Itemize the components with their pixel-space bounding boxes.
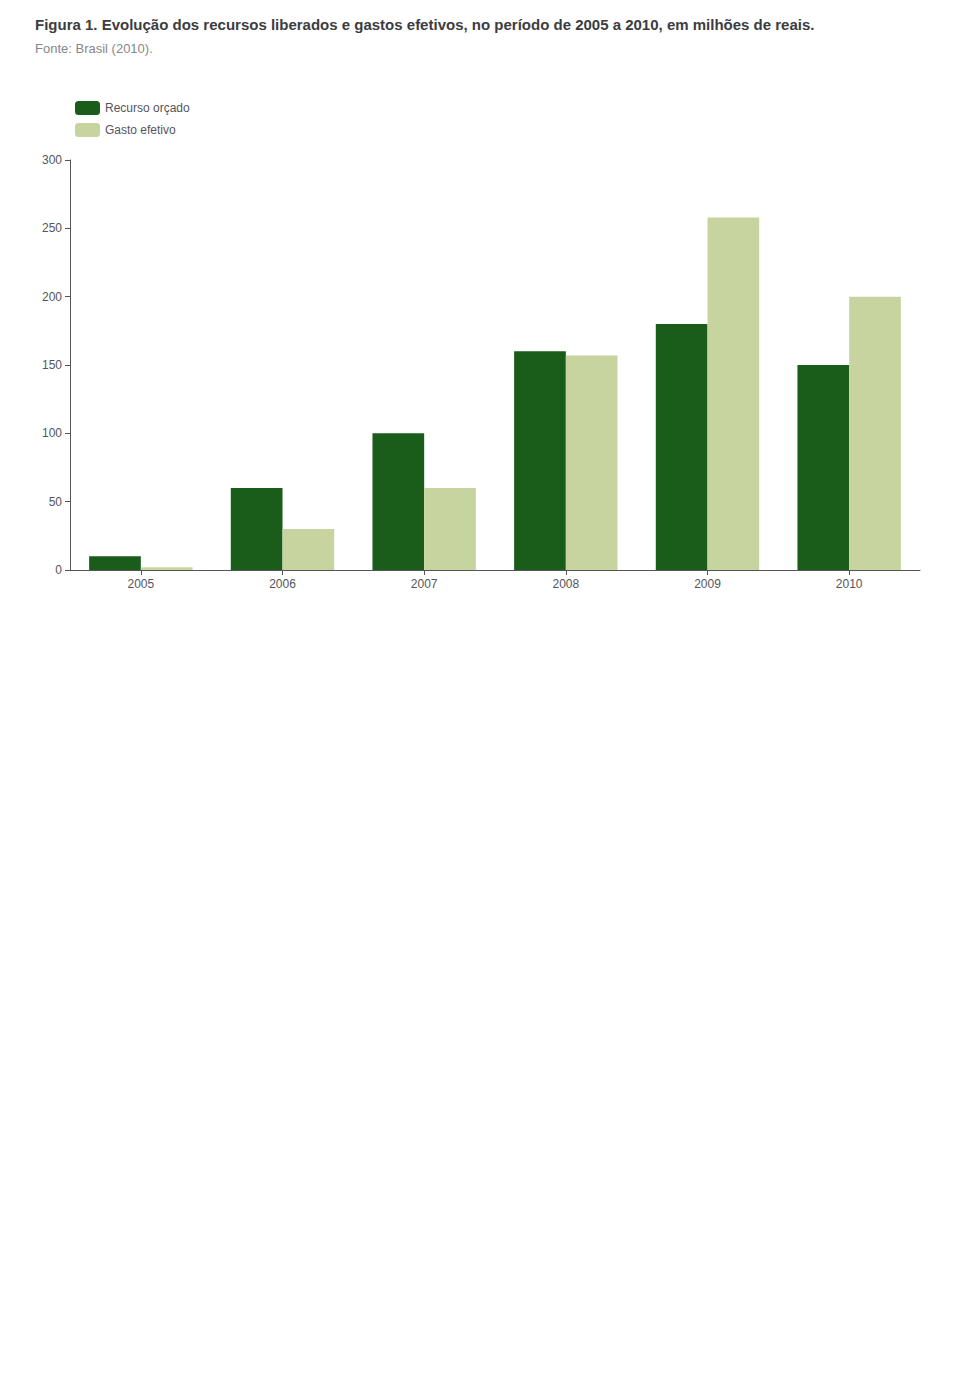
svg-text:50: 50 (49, 495, 63, 509)
svg-text:2010: 2010 (836, 577, 863, 591)
svg-text:100: 100 (42, 426, 62, 440)
svg-text:2006: 2006 (269, 577, 296, 591)
svg-text:2007: 2007 (411, 577, 438, 591)
svg-text:2008: 2008 (552, 577, 579, 591)
svg-text:200: 200 (42, 290, 62, 304)
svg-text:2005: 2005 (127, 577, 154, 591)
svg-text:2009: 2009 (694, 577, 721, 591)
svg-text:Recurso orçado: Recurso orçado (105, 101, 190, 115)
svg-text:150: 150 (42, 358, 62, 372)
svg-text:Figura 1. Evolução dos recurso: Figura 1. Evolução dos recursos liberado… (35, 16, 814, 33)
svg-text:0: 0 (55, 563, 62, 577)
svg-text:Fonte: Brasil (2010).: Fonte: Brasil (2010). (35, 41, 153, 56)
svg-text:300: 300 (42, 153, 62, 167)
svg-text:Gasto efetivo: Gasto efetivo (105, 123, 176, 137)
svg-text:250: 250 (42, 221, 62, 235)
